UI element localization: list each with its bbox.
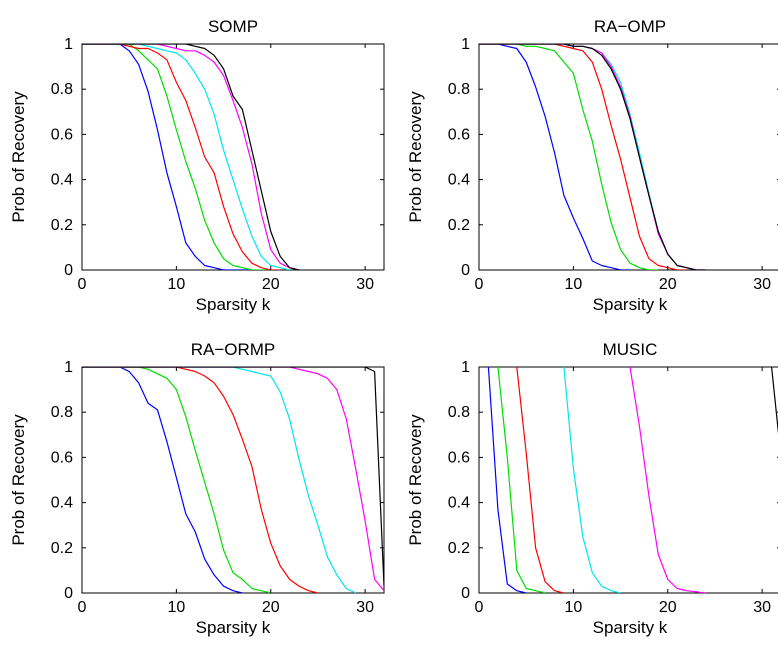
x-axis-label: Sparsity k bbox=[593, 295, 668, 314]
x-axis-label: Sparsity k bbox=[196, 618, 271, 637]
x-tick-label: 0 bbox=[78, 276, 87, 293]
y-tick-label: 0.8 bbox=[51, 81, 73, 98]
y-tick-label: 0.4 bbox=[51, 172, 73, 189]
y-tick-label: 0.2 bbox=[448, 217, 470, 234]
y-tick-label: 0.6 bbox=[51, 126, 73, 143]
series-line-3 bbox=[82, 367, 319, 593]
series-line-4 bbox=[563, 367, 621, 593]
x-tick-label: 30 bbox=[356, 599, 374, 616]
x-tick-label: 10 bbox=[564, 276, 582, 293]
y-tick-label: 0 bbox=[64, 262, 73, 279]
y-axis-label: Prob of Recovery bbox=[406, 414, 425, 546]
chart-panel-2: 0 10 20 30 0 0.2 0.4 0.6 0.8 1 RA−OMP Sparsity k Pro… bbox=[406, 17, 778, 314]
x-tick-label: 30 bbox=[753, 599, 771, 616]
x-tick-label: 30 bbox=[356, 276, 374, 293]
y-tick-label: 0 bbox=[64, 585, 73, 602]
x-tick-label: 30 bbox=[753, 276, 771, 293]
series-line-6 bbox=[82, 367, 384, 587]
series-line-1 bbox=[479, 44, 630, 270]
x-tick-label: 0 bbox=[475, 276, 484, 293]
series-line-3 bbox=[516, 367, 565, 593]
series-line-1 bbox=[487, 367, 527, 593]
plot-area bbox=[81, 366, 385, 594]
series-line-1 bbox=[82, 367, 243, 593]
y-tick-label: 1 bbox=[461, 359, 470, 376]
x-tick-label: 10 bbox=[167, 599, 185, 616]
y-tick-label: 0.2 bbox=[51, 540, 73, 557]
plot-area bbox=[478, 366, 778, 594]
y-tick-label: 0.2 bbox=[448, 540, 470, 557]
series-line-6 bbox=[771, 367, 778, 435]
series-line-4 bbox=[82, 44, 290, 270]
y-axis-label: Prob of Recovery bbox=[9, 414, 28, 546]
y-tick-label: 0.8 bbox=[51, 404, 73, 421]
chart-title: RA−OMP bbox=[594, 17, 666, 36]
x-axis-label: Sparsity k bbox=[196, 295, 271, 314]
series-line-5 bbox=[82, 44, 300, 270]
y-axis-label: Prob of Recovery bbox=[406, 91, 425, 223]
series-line-2 bbox=[82, 367, 271, 593]
chart-panel-3: 0 10 20 30 0 0.2 0.4 0.6 0.8 1 RA−ORMP Sparsity k Pr… bbox=[9, 340, 385, 637]
y-tick-label: 0.4 bbox=[51, 495, 73, 512]
plot-area bbox=[478, 43, 778, 271]
x-tick-label: 10 bbox=[564, 599, 582, 616]
chart-title: MUSIC bbox=[603, 340, 658, 359]
chart-panel-4: 0 10 20 30 0 0.2 0.4 0.6 0.8 1 MUSIC Sparsity k Prob… bbox=[406, 340, 778, 637]
y-tick-label: 1 bbox=[64, 36, 73, 53]
series-line-2 bbox=[497, 367, 546, 593]
x-tick-label: 0 bbox=[475, 599, 484, 616]
x-tick-label: 20 bbox=[262, 599, 280, 616]
series-line-6 bbox=[82, 44, 300, 270]
y-tick-label: 1 bbox=[64, 359, 73, 376]
x-axis-label: Sparsity k bbox=[593, 618, 668, 637]
y-tick-label: 0 bbox=[461, 585, 470, 602]
series-line-4 bbox=[82, 367, 356, 593]
series-line-3 bbox=[479, 44, 687, 270]
y-tick-label: 1 bbox=[461, 36, 470, 53]
chart-title: SOMP bbox=[208, 17, 258, 36]
y-tick-label: 0.4 bbox=[448, 495, 470, 512]
y-tick-label: 0.4 bbox=[448, 172, 470, 189]
series-line-5 bbox=[82, 367, 384, 592]
y-tick-label: 0.8 bbox=[448, 404, 470, 421]
chart-title: RA−ORMP bbox=[191, 340, 276, 359]
y-tick-label: 0 bbox=[461, 262, 470, 279]
x-tick-label: 20 bbox=[659, 599, 677, 616]
y-tick-label: 0.6 bbox=[51, 449, 73, 466]
series-line-5 bbox=[629, 367, 706, 593]
y-tick-label: 0.6 bbox=[448, 126, 470, 143]
y-tick-label: 0.6 bbox=[448, 449, 470, 466]
series-line-3 bbox=[82, 44, 281, 270]
series-line-2 bbox=[479, 44, 659, 270]
chart-panel-1: 0 10 20 30 0 0.2 0.4 0.6 0.8 1 SOMP Sparsity k Prob … bbox=[9, 17, 385, 314]
series-line-1 bbox=[82, 44, 252, 270]
x-tick-label: 10 bbox=[167, 276, 185, 293]
y-axis-label: Prob of Recovery bbox=[9, 91, 28, 223]
plot-area bbox=[81, 43, 385, 271]
y-tick-label: 0.8 bbox=[448, 81, 470, 98]
series-line-2 bbox=[82, 44, 271, 270]
x-tick-label: 20 bbox=[262, 276, 280, 293]
x-tick-label: 0 bbox=[78, 599, 87, 616]
y-tick-label: 0.2 bbox=[51, 217, 73, 234]
x-tick-label: 20 bbox=[659, 276, 677, 293]
series-line-6 bbox=[479, 44, 706, 270]
